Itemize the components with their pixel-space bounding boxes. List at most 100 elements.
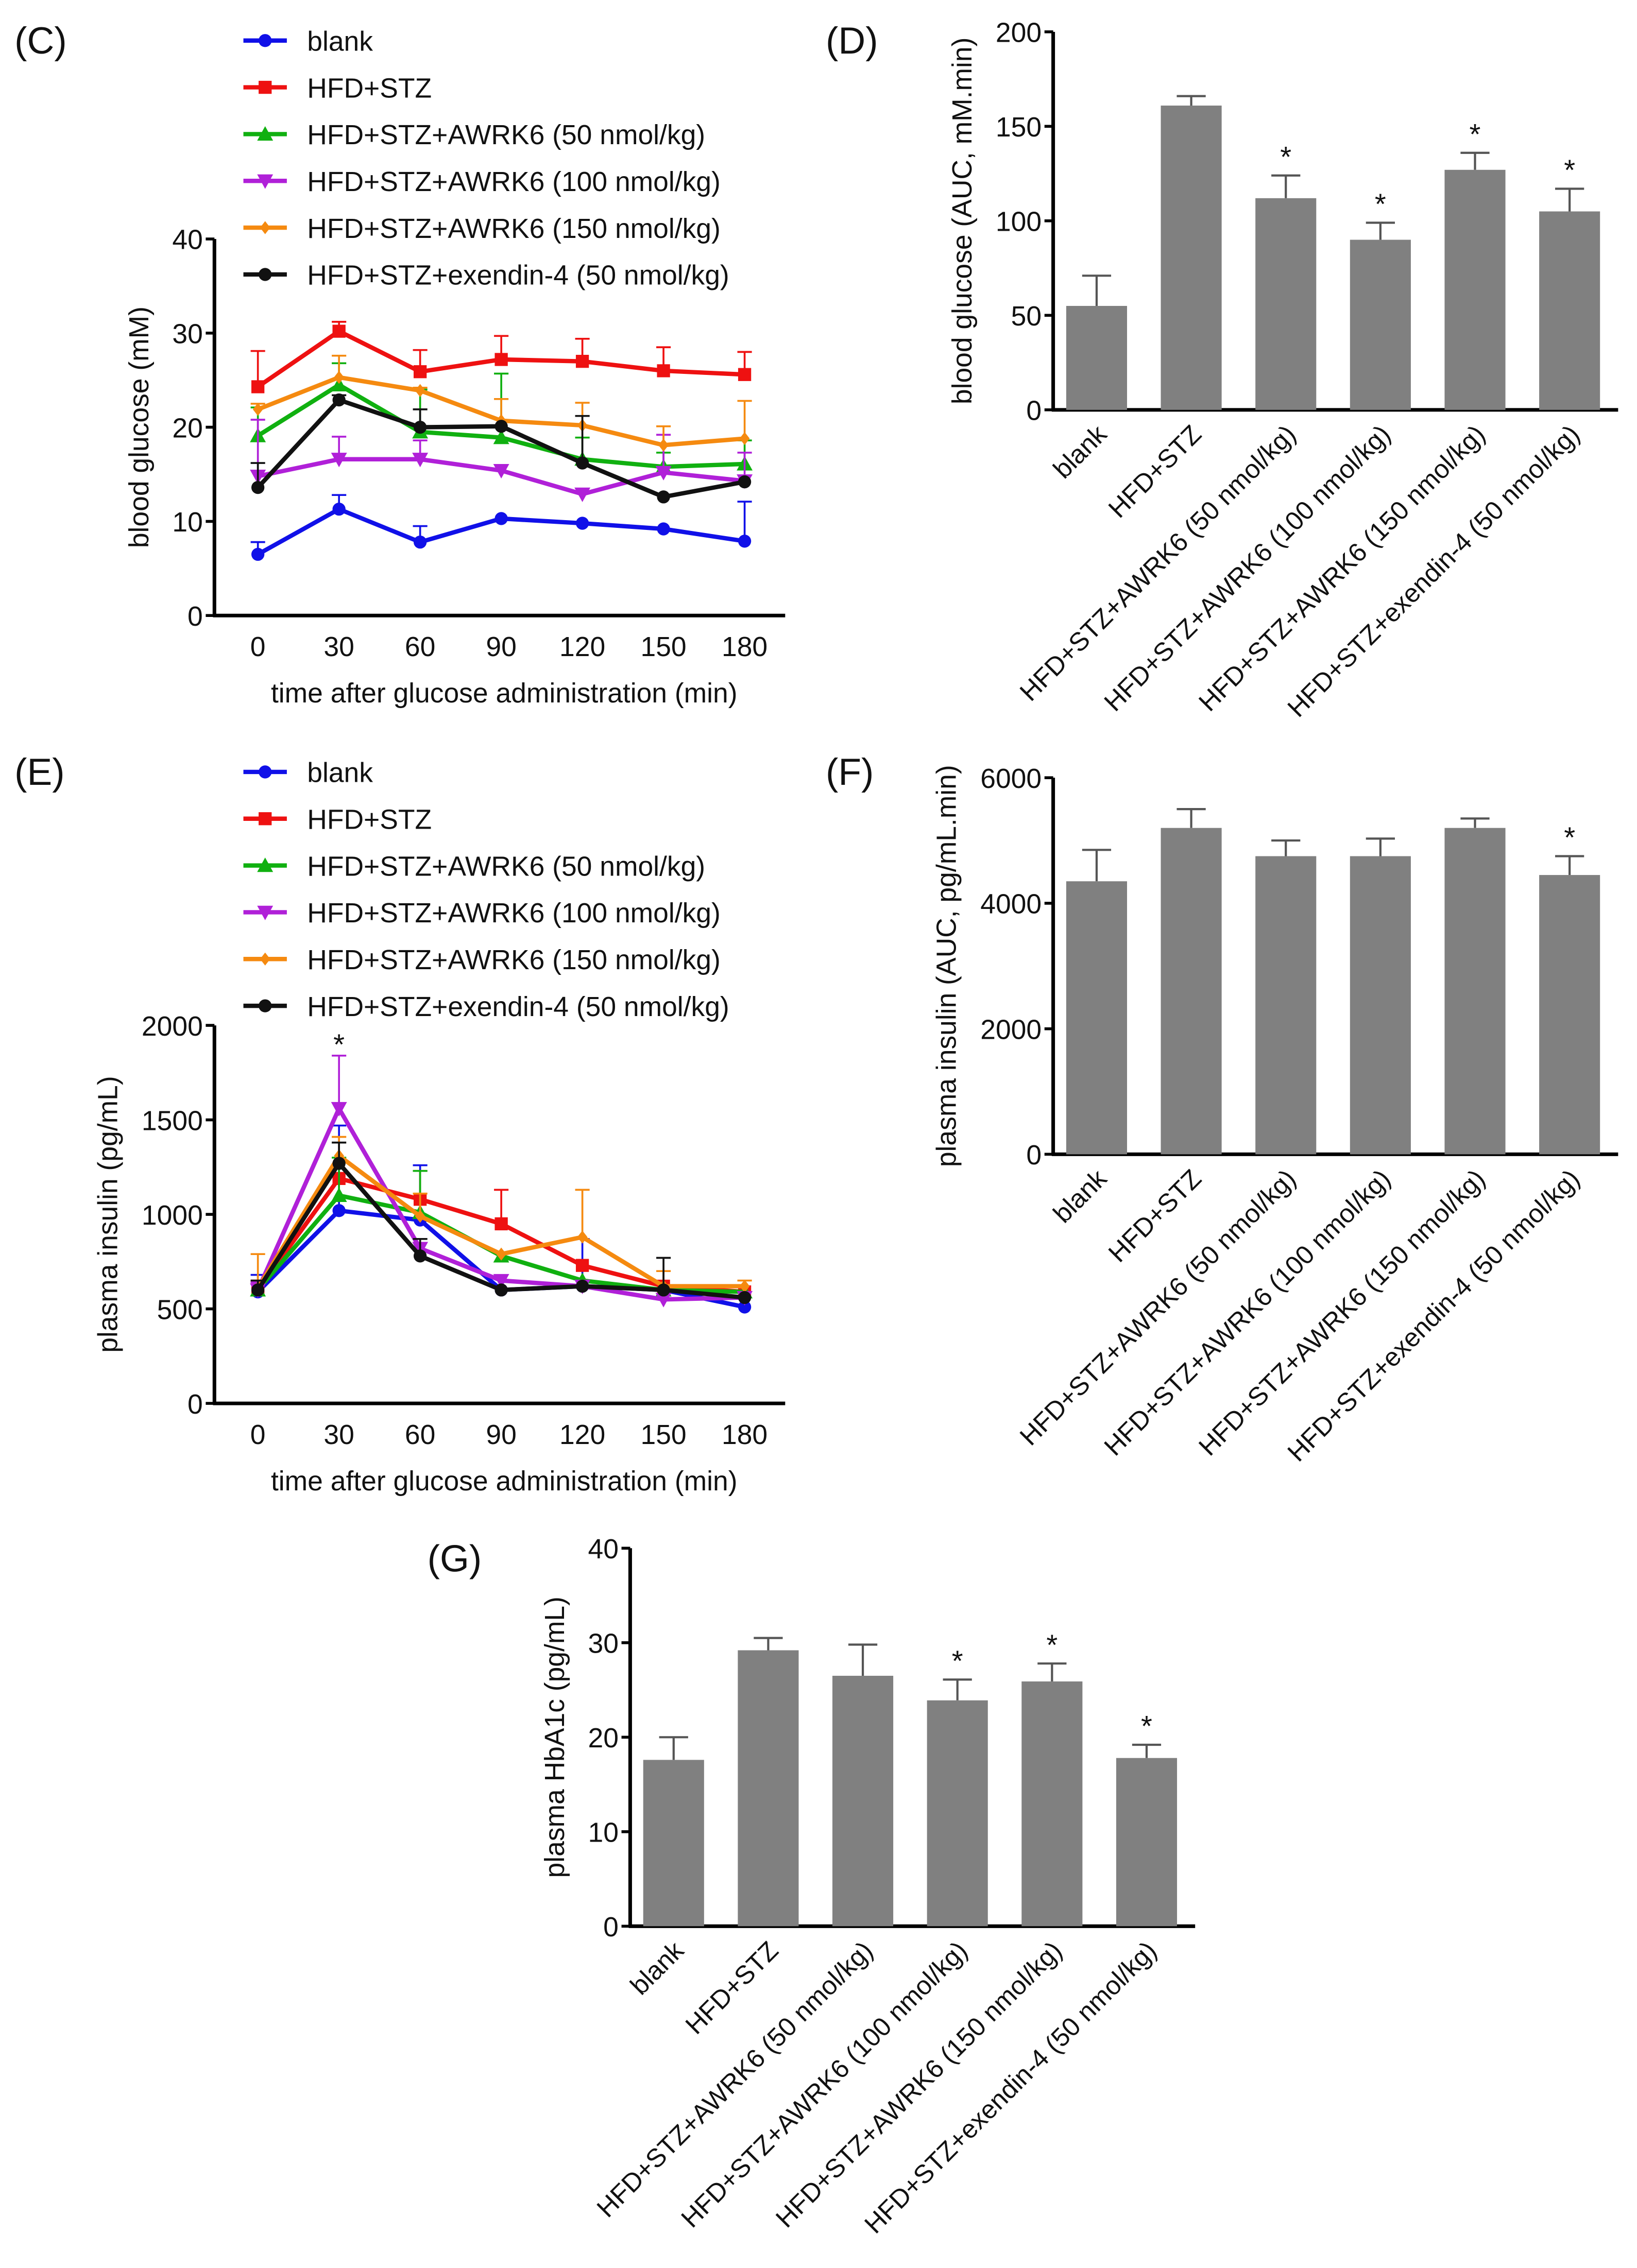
- bar: [1066, 306, 1128, 410]
- marker-circle: [332, 393, 346, 407]
- y-tick-label: 100: [996, 207, 1042, 237]
- y-tick-label: 1000: [142, 1200, 203, 1231]
- marker-square: [494, 353, 508, 366]
- x-tick-label: 60: [405, 1420, 435, 1450]
- marker-diamond: [252, 403, 263, 416]
- marker-circle: [259, 765, 272, 779]
- legend-entry: HFD+STZ+AWRK6 (50 nmol/kg): [243, 120, 705, 150]
- bar: [1255, 856, 1317, 1155]
- bar: [643, 1760, 704, 1927]
- marker-diamond: [334, 371, 344, 384]
- legend-label: blank: [307, 26, 373, 57]
- significance-star: *: [1280, 141, 1291, 173]
- x-tick-label: blank: [1047, 419, 1112, 484]
- marker-square: [259, 80, 272, 94]
- marker-diamond: [415, 1210, 425, 1223]
- y-tick-label: 0: [1026, 396, 1042, 426]
- bar: [1539, 211, 1600, 410]
- legend-label: HFD+STZ+AWRK6 (100 nmol/kg): [307, 898, 721, 929]
- marker-diamond: [260, 952, 270, 966]
- marker-circle: [494, 1283, 508, 1297]
- significance-star: *: [1470, 118, 1481, 150]
- significance-star: *: [1564, 154, 1575, 186]
- panel-label: (D): [826, 20, 878, 62]
- y-tick-label: 6000: [980, 764, 1042, 794]
- significance-star: *: [1375, 188, 1386, 220]
- legend-label: HFD+STZ: [307, 73, 432, 104]
- panel-label: (G): [428, 1538, 482, 1579]
- marker-triangle-down: [257, 905, 274, 920]
- bar: [1539, 875, 1600, 1155]
- bar: [1161, 828, 1222, 1155]
- marker-circle: [738, 475, 752, 489]
- bar-chart-f: (F) 0 2000 4000 6000 plasma insulin (AUC, pg/…: [826, 751, 1618, 1467]
- y-tick-label: 0: [603, 1912, 619, 1943]
- x-tick-label: 60: [405, 632, 435, 662]
- marker-triangle-up: [331, 1187, 347, 1202]
- marker-circle: [259, 34, 272, 47]
- x-tick-label: 150: [641, 1420, 687, 1450]
- marker-circle: [657, 522, 670, 536]
- y-axis-label: plasma insulin (pg/mL): [93, 1076, 123, 1352]
- y-axis-label: blood glucose (AUC, mM.min): [947, 38, 978, 405]
- bar: [1444, 169, 1506, 410]
- x-tick-label: 90: [486, 1420, 516, 1450]
- y-tick-label: 40: [172, 225, 202, 255]
- y-tick-label: 20: [172, 413, 202, 443]
- marker-triangle-down: [493, 1274, 509, 1288]
- marker-circle: [738, 535, 752, 548]
- legend-label: HFD+STZ+AWRK6 (50 nmol/kg): [307, 851, 705, 882]
- legend-entry: HFD+STZ+AWRK6 (150 nmol/kg): [243, 945, 721, 975]
- bar: [1116, 1758, 1178, 1927]
- marker-circle: [259, 268, 272, 281]
- panel-label: (F): [826, 751, 874, 793]
- marker-circle: [657, 1283, 670, 1297]
- y-tick-label: 0: [187, 602, 203, 632]
- marker-triangle-down: [655, 466, 672, 480]
- legend-entry: HFD+STZ+AWRK6 (150 nmol/kg): [243, 214, 721, 244]
- y-tick-label: 10: [172, 507, 202, 538]
- x-tick-label: 120: [559, 632, 605, 662]
- legend-label: HFD+STZ+AWRK6 (50 nmol/kg): [307, 120, 705, 150]
- line-chart-e: (E) blank HFD+STZ HFD+STZ+AWRK6 (50 nmol/kg…: [14, 751, 786, 1497]
- marker-circle: [738, 1300, 752, 1314]
- bar-chart-d: (D) 0 50 100 150 200 blood glucose (AUC, mM.mi…: [826, 18, 1618, 723]
- significance-star: *: [952, 1644, 963, 1677]
- y-tick-label: 30: [172, 319, 202, 350]
- bar-group: *HFD+STZ+exendin-4 (50 nmol/kg): [1282, 154, 1600, 723]
- marker-circle: [251, 547, 265, 561]
- bar: [1066, 881, 1128, 1155]
- legend-label: HFD+STZ+exendin-4 (50 nmol/kg): [307, 261, 729, 291]
- marker-square: [494, 1217, 508, 1231]
- legend-label: HFD+STZ: [307, 804, 432, 835]
- y-tick-label: 50: [1011, 301, 1042, 332]
- significance-star: *: [1141, 1710, 1152, 1742]
- x-tick-label: 30: [323, 1420, 354, 1450]
- legend-label: blank: [307, 758, 373, 788]
- marker-triangle-down: [331, 453, 347, 468]
- marker-circle: [494, 420, 508, 433]
- marker-triangle-down: [493, 464, 509, 479]
- x-tick-label: 180: [722, 632, 768, 662]
- marker-circle: [251, 480, 265, 494]
- y-tick-label: 1500: [142, 1106, 203, 1136]
- marker-circle: [413, 1249, 427, 1263]
- y-tick-label: 0: [187, 1389, 203, 1420]
- marker-circle: [332, 1157, 346, 1170]
- x-tick-label: 90: [486, 632, 516, 662]
- y-tick-label: 2000: [980, 1015, 1042, 1045]
- marker-triangle-up: [331, 376, 347, 392]
- bar: [738, 1650, 799, 1927]
- marker-circle: [494, 512, 508, 525]
- marker-diamond: [496, 1247, 506, 1261]
- y-axis-label: plasma HbA1c (pg/mL): [540, 1596, 570, 1878]
- bar: [1350, 856, 1411, 1155]
- marker-diamond: [415, 384, 425, 397]
- legend-entry: HFD+STZ+AWRK6 (50 nmol/kg): [243, 851, 705, 882]
- y-tick-label: 0: [1026, 1140, 1042, 1171]
- legend-label: HFD+STZ+exendin-4 (50 nmol/kg): [307, 992, 729, 1022]
- marker-circle: [575, 517, 589, 530]
- marker-circle: [575, 456, 589, 470]
